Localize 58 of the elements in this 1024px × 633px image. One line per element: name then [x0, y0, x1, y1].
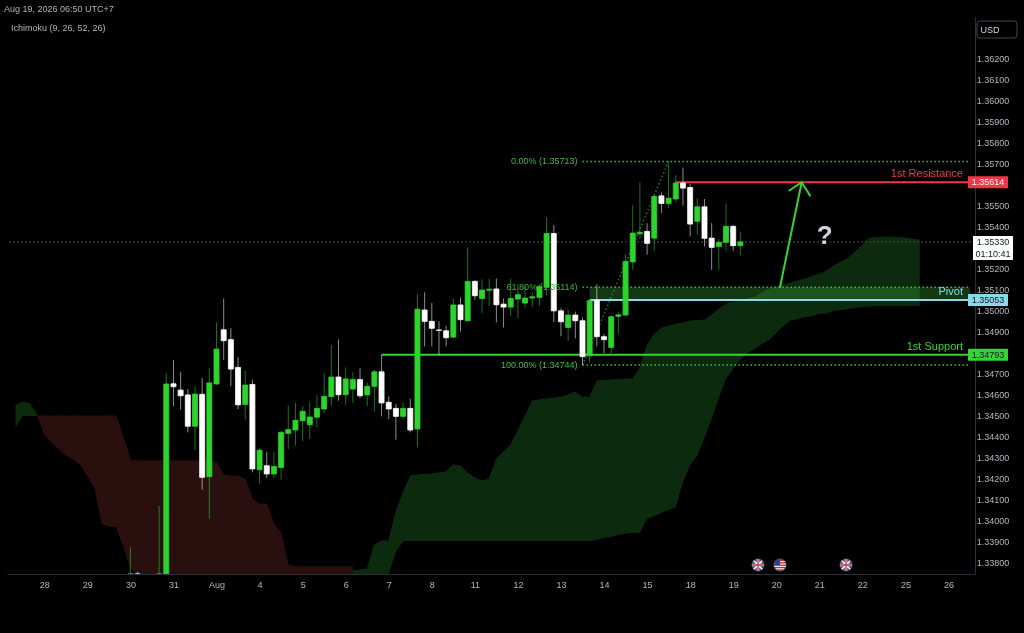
y-tick-label: 1.34500: [976, 411, 1010, 422]
y-tick-label: 1.34900: [976, 327, 1010, 338]
series-label: 0.00% (1.35713): [510, 156, 578, 167]
y-tick-label: 1.36000: [976, 96, 1010, 107]
x-tick-label: 12: [513, 579, 524, 590]
x-tick-label: 14: [599, 579, 610, 590]
x-tick-label: 25: [900, 579, 911, 590]
y-tick-label: 1.34300: [976, 453, 1010, 464]
y-tick-label: 1.33800: [976, 558, 1010, 569]
data-label: 1.35614: [971, 177, 1005, 188]
y-tick-label: 1.34000: [976, 516, 1010, 527]
x-tick-label: 13: [556, 579, 567, 590]
chart-title: Aug 19, 2026 06:50 UTC+7: [4, 4, 114, 14]
x-tick-label: 20: [771, 579, 782, 590]
y-tick-label: 1.35400: [976, 222, 1010, 233]
x-tick-label: 11: [470, 579, 481, 590]
x-tick-label: 4: [257, 579, 263, 590]
x-tick-label: 7: [386, 579, 392, 590]
annotation: 01:10:41: [975, 248, 1011, 259]
y-tick-label: 1.35700: [976, 159, 1010, 170]
x-tick-label: 15: [642, 579, 653, 590]
y-tick-label: 1.36200: [976, 54, 1010, 65]
y-tick-label: 1.35200: [976, 264, 1010, 275]
x-tick-label: Aug: [209, 579, 226, 590]
x-tick-label: 6: [343, 579, 349, 590]
y-tick-label: 1.35900: [976, 117, 1010, 128]
y-tick-label: 1.35100: [976, 285, 1010, 296]
x-tick-label: 22: [857, 579, 868, 590]
y-tick-label: 1.35500: [976, 201, 1010, 212]
y-tick-label: 1.33900: [976, 537, 1010, 548]
y-tick-label: 1.35000: [976, 306, 1010, 317]
annotation: Ichimoku (9, 26, 52, 26): [11, 23, 106, 33]
series-label: 1st Resistance: [890, 167, 963, 180]
y-tick-label: 1.36100: [976, 75, 1010, 86]
x-tick-label: 29: [82, 579, 93, 590]
x-tick-label: 8: [429, 579, 435, 590]
y-tick-label: 1.34700: [976, 369, 1010, 380]
data-label: 1.34793: [971, 349, 1005, 360]
series-label: 1st Support: [906, 339, 963, 352]
text: USD: [980, 24, 1000, 35]
x-tick-label: 26: [943, 579, 954, 590]
x-tick-label: 31: [168, 579, 179, 590]
data-label: 1.35053: [971, 295, 1005, 306]
y-tick-label: 1.34100: [976, 495, 1010, 506]
ref-line-label: 1.35330: [976, 236, 1010, 247]
series-label: 100.00% (1.34744): [500, 360, 578, 371]
x-tick-label: 28: [39, 579, 50, 590]
x-tick-label: 30: [125, 579, 136, 590]
x-tick-label: 18: [685, 579, 696, 590]
x-tick-label: 19: [728, 579, 739, 590]
x-tick-label: 5: [300, 579, 306, 590]
series-label: Pivot: [938, 285, 963, 298]
y-tick-label: 1.34600: [976, 390, 1010, 401]
y-tick-label: 1.35800: [976, 138, 1010, 149]
x-tick-label: 21: [814, 579, 825, 590]
y-tick-label: 1.34400: [976, 432, 1010, 443]
y-tick-label: 1.34200: [976, 474, 1010, 485]
annotation: ?: [816, 220, 833, 251]
